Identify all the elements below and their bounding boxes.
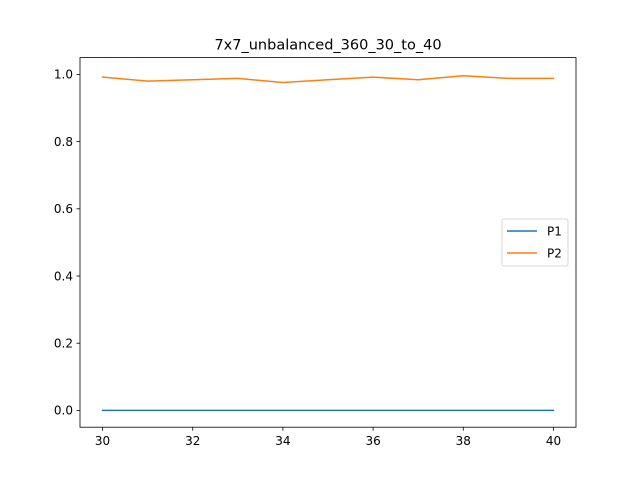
x-tick-label: 36	[365, 434, 380, 448]
y-tick-label: 0.8	[54, 135, 73, 149]
y-axis-ticks: 0.0 0.2 0.4 0.6 0.8 1.0	[54, 68, 80, 418]
legend: P1 P2	[502, 219, 568, 266]
series-line-p2	[103, 76, 554, 83]
legend-label-p2: P2	[547, 246, 562, 260]
x-axis-ticks: 30 32 34 36 38 40	[95, 427, 561, 448]
x-tick-label: 38	[456, 434, 471, 448]
legend-label-p1: P1	[547, 224, 562, 238]
y-tick-label: 0.6	[54, 202, 73, 216]
x-tick-label: 40	[546, 434, 561, 448]
y-tick-label: 1.0	[54, 68, 73, 82]
x-tick-label: 34	[275, 434, 290, 448]
chart-title: 7x7_unbalanced_360_30_to_40	[214, 38, 441, 54]
y-tick-label: 0.2	[54, 337, 73, 351]
y-tick-label: 0.0	[54, 404, 73, 418]
y-tick-label: 0.4	[54, 269, 73, 283]
x-tick-label: 32	[185, 434, 200, 448]
series-lines	[103, 76, 554, 411]
x-tick-label: 30	[95, 434, 110, 448]
